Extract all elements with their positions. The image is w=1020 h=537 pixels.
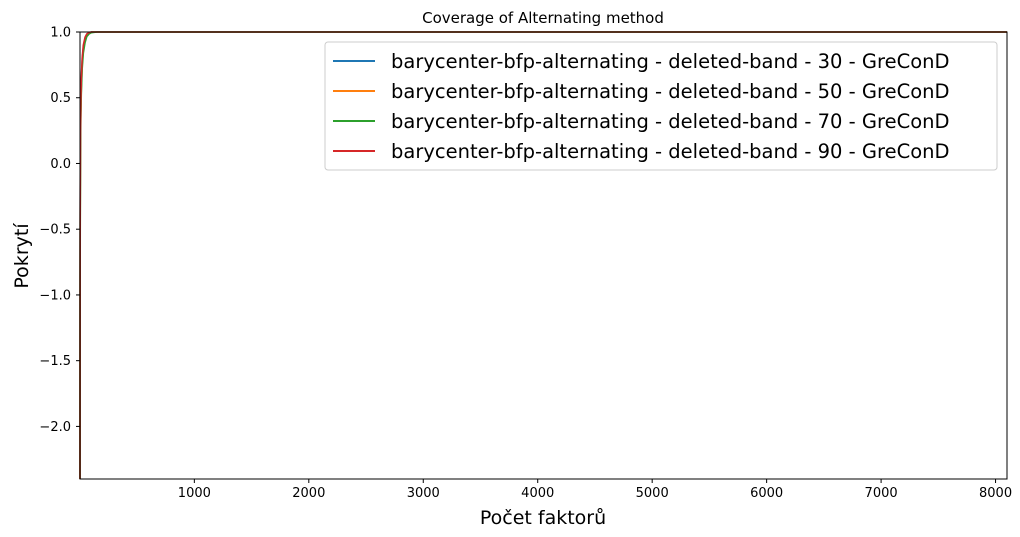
y-tick-label: −1.5 bbox=[39, 354, 71, 369]
y-axis-label: Pokrytí bbox=[11, 223, 33, 289]
y-tick-label: 1.0 bbox=[50, 26, 71, 41]
x-tick-label: 7000 bbox=[865, 486, 898, 501]
x-tick-label: 5000 bbox=[636, 486, 669, 501]
chart-title: Coverage of Alternating method bbox=[422, 9, 664, 27]
y-tick-label: 0.5 bbox=[50, 91, 71, 106]
ticks-layer: 1000 2000 3000 4000 5000 6000 7000 8000 −2.0 −1.5… bbox=[39, 26, 1012, 502]
legend: barycenter-bfp-alternating - deleted-ban… bbox=[324, 41, 998, 171]
x-tick-label: 8000 bbox=[979, 486, 1012, 501]
x-axis-label: Počet faktorů bbox=[480, 507, 606, 529]
y-tick-label: −1.0 bbox=[39, 288, 71, 303]
x-tick-label: 3000 bbox=[407, 486, 440, 501]
x-tick-label: 1000 bbox=[178, 486, 211, 501]
legend-entry-2: barycenter-bfp-alternating - deleted-ban… bbox=[391, 80, 950, 103]
y-tick-label: −0.5 bbox=[39, 223, 71, 238]
plot-area-frame bbox=[79, 31, 1008, 480]
x-tick-label: 2000 bbox=[292, 486, 325, 501]
x-tick-label: 6000 bbox=[750, 486, 783, 501]
legend-box bbox=[324, 41, 998, 171]
legend-entry-3: barycenter-bfp-alternating - deleted-ban… bbox=[391, 110, 950, 133]
y-tick-label: 0.0 bbox=[50, 157, 71, 172]
x-tick-label: 4000 bbox=[521, 486, 554, 501]
y-tick-label: −2.0 bbox=[39, 420, 71, 435]
legend-entry-4: barycenter-bfp-alternating - deleted-ban… bbox=[391, 140, 950, 163]
legend-entry-1: barycenter-bfp-alternating - deleted-ban… bbox=[391, 50, 950, 73]
